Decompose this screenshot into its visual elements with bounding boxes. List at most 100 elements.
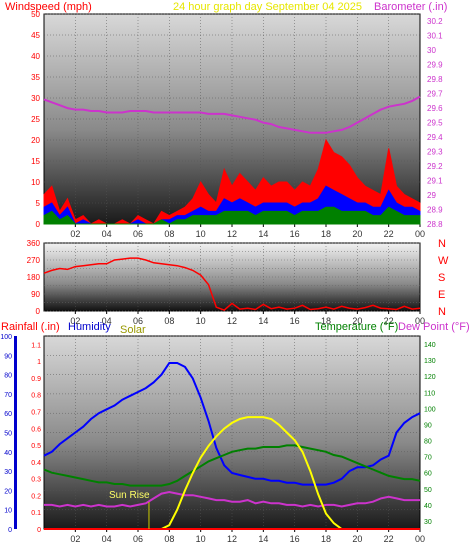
barometer-tick-label: 29.7	[427, 90, 443, 99]
temperature-tick-label: 140	[424, 342, 436, 349]
x-tick-label: 04	[102, 229, 112, 239]
barometer-tick-label: 29.1	[427, 177, 443, 186]
x-tick-label: 20	[352, 316, 362, 326]
average-area	[43, 206, 421, 225]
humidity-tick-label: 70	[4, 392, 12, 399]
temperature-tick-label: 110	[424, 390, 435, 397]
compass-label: N	[438, 238, 446, 250]
windspeed-tick-label: 25	[31, 115, 40, 124]
x-tick-label: 14	[258, 229, 268, 239]
humidity-tick-label: 20	[4, 488, 12, 495]
barometer-axis-label: Barometer (.in)	[374, 1, 447, 13]
compass-label: N	[438, 306, 446, 318]
rainfall-tick-label: 0.3	[31, 477, 41, 484]
direction-tick-label: 0	[36, 307, 41, 316]
windspeed-x-ticks: 02 04 06 08 10 12 14 16 18 20 22 00	[70, 224, 425, 239]
temperature-tick-label: 90	[424, 422, 432, 429]
x-tick-label: 04	[102, 534, 112, 544]
solar-axis-label: Solar	[120, 324, 146, 336]
temperature-tick-label: 60	[424, 471, 432, 478]
x-tick-label: 00	[415, 229, 425, 239]
x-tick-label: 16	[290, 316, 300, 326]
rainfall-tick-label: 0	[37, 527, 41, 534]
temperature-tick-label: 120	[424, 374, 436, 381]
graph-date-label: 24 hour graph day September 04 2025	[173, 1, 362, 13]
x-tick-label: 08	[164, 229, 174, 239]
barometer-tick-label: 29.3	[427, 148, 443, 157]
barometer-line	[43, 95, 421, 134]
windspeed-tick-label: 30	[31, 94, 40, 103]
x-tick-label: 10	[196, 316, 206, 326]
direction-series-group	[43, 257, 421, 311]
temperature-y-ticks: 30 40 50 60 70 80 90 100 110 120 130 140	[424, 342, 436, 526]
x-tick-label: 10	[196, 229, 206, 239]
x-tick-label: 22	[384, 316, 394, 326]
x-tick-label: 16	[290, 534, 300, 544]
humidity-y-ticks: 0 10 20 30 40 50 60 70 80 90 100	[0, 334, 12, 534]
x-tick-label: 18	[321, 534, 331, 544]
x-tick-label: 06	[133, 229, 143, 239]
barometer-tick-label: 30	[427, 46, 436, 55]
direction-tick-label: 270	[27, 256, 41, 265]
x-tick-label: 06	[133, 534, 143, 544]
temperature-tick-label: 70	[424, 455, 432, 462]
barometer-tick-label: 29.4	[427, 133, 443, 142]
temperature-line	[43, 444, 421, 487]
x-tick-label: 08	[164, 316, 174, 326]
humidity-tick-label: 80	[4, 373, 12, 380]
temperature-tick-label: 30	[424, 519, 432, 526]
rainfall-tick-label: 0.7	[31, 410, 41, 417]
barometer-tick-label: 29.6	[427, 104, 443, 113]
x-tick-label: 22	[384, 534, 394, 544]
windspeed-axis-label: Windspeed (mph)	[5, 1, 92, 13]
temperature-tick-label: 100	[424, 406, 436, 413]
rainfall-tick-label: 0.8	[31, 393, 41, 400]
dewpoint-line	[44, 490, 420, 508]
rainfall-tick-label: 0.9	[31, 376, 41, 383]
humidity-line	[43, 362, 421, 486]
humidity-tick-label: 60	[4, 411, 12, 418]
x-tick-label: 18	[321, 229, 331, 239]
temperature-tick-label: 50	[424, 487, 432, 494]
humidity-tick-label: 100	[0, 334, 12, 341]
windspeed-tick-label: 15	[31, 157, 40, 166]
direction-tick-label: 360	[27, 239, 41, 248]
dewpoint-axis-label: Dew Point (°F)	[398, 321, 470, 333]
rainfall-tick-label: 1	[37, 359, 41, 366]
windspeed-tick-label: 40	[31, 52, 40, 61]
x-tick-label: 14	[258, 316, 268, 326]
humidity-x-ticks: 02 04 06 08 10 12 14 16 18 20 22 00	[70, 529, 425, 544]
rainfall-tick-label: 0.5	[31, 443, 41, 450]
rainfall-tick-label: 0.6	[31, 426, 41, 433]
humidity-tick-label: 40	[4, 450, 12, 457]
barometer-y-ticks: 28.8 28.9 29 29.1 29.2 29.3 29.4 29.5 29.6 29.7 29…	[427, 17, 443, 229]
direction-tick-label: 90	[31, 290, 40, 299]
humidity-tick-label: 0	[8, 527, 12, 534]
x-tick-label: 14	[258, 534, 268, 544]
x-tick-label: 20	[352, 534, 362, 544]
windspeed-tick-label: 35	[31, 73, 40, 82]
x-tick-label: 16	[290, 229, 300, 239]
rainfall-tick-label: 0.2	[31, 493, 41, 500]
x-tick-label: 20	[352, 229, 362, 239]
barometer-tick-label: 28.9	[427, 206, 443, 215]
humidity-axis-bar	[14, 336, 17, 529]
direction-x-ticks: 02 04 06 08 10 12 14 16 18 20 22 00	[70, 311, 425, 326]
compass-label: W	[438, 255, 449, 267]
x-tick-label: 22	[384, 229, 394, 239]
temperature-tick-label: 130	[424, 358, 436, 365]
compass-label: S	[438, 272, 445, 284]
temperature-tick-label: 40	[424, 503, 432, 510]
temperature-axis-label: Temperature (°F)	[315, 321, 398, 333]
x-tick-label: 00	[415, 534, 425, 544]
x-tick-label: 02	[70, 316, 80, 326]
x-tick-label: 18	[321, 316, 331, 326]
x-tick-label: 00	[415, 316, 425, 326]
humidity-tick-label: 10	[4, 508, 12, 515]
barometer-tick-label: 29.9	[427, 61, 443, 70]
humidity-tick-label: 90	[4, 353, 12, 360]
x-tick-label: 08	[164, 534, 174, 544]
barometer-tick-label: 28.8	[427, 220, 443, 229]
